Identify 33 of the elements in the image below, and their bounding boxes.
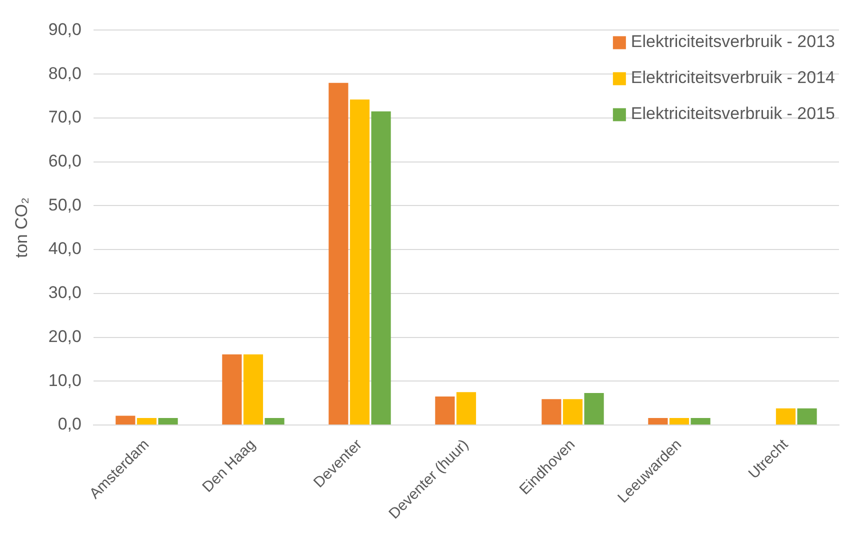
bar — [690, 418, 710, 424]
legend-label: Elektriciteitsverbruik - 2013 — [630, 32, 836, 51]
bar — [264, 418, 284, 424]
bar — [776, 408, 796, 424]
y-tick-label: 70,0 — [48, 108, 82, 127]
bar — [158, 418, 178, 424]
y-tick-label: 30,0 — [48, 283, 82, 302]
bar — [243, 354, 264, 424]
bar — [136, 418, 157, 424]
bar — [584, 392, 604, 424]
bar — [435, 396, 455, 424]
y-tick-label: 50,0 — [48, 195, 82, 214]
bar — [222, 354, 242, 424]
bar — [328, 82, 348, 424]
bar — [648, 418, 668, 424]
y-tick-label: 40,0 — [48, 239, 82, 258]
y-axis-title: ton CO₂ — [12, 197, 31, 258]
y-tick-label: 90,0 — [48, 20, 82, 39]
bar — [116, 416, 136, 424]
bar — [669, 418, 690, 424]
bar — [562, 399, 583, 424]
y-tick-label: 60,0 — [48, 151, 82, 170]
bar — [350, 100, 370, 424]
bar — [456, 392, 476, 424]
y-tick-label: 80,0 — [48, 64, 82, 83]
bar — [371, 111, 391, 424]
bar — [797, 408, 817, 424]
y-tick-label: 20,0 — [48, 326, 82, 346]
bar — [542, 399, 562, 424]
y-tick-label: 0,0 — [58, 414, 82, 434]
y-tick-label: 10,0 — [48, 370, 82, 390]
legend-label: Elektriciteitsverbruik - 2014 — [630, 68, 836, 87]
legend-label: Elektriciteitsverbruik - 2015 — [630, 104, 836, 123]
